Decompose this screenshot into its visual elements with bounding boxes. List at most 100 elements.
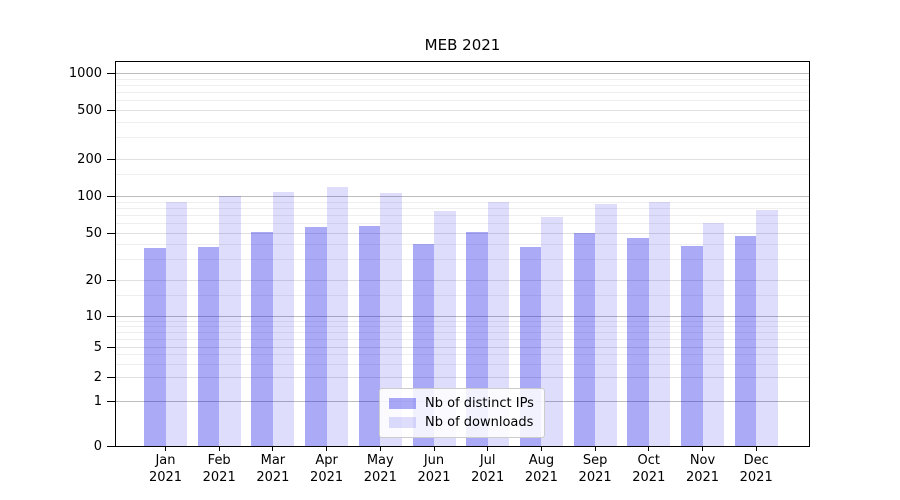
x-axis-tick-label-apr: Apr 2021	[292, 453, 362, 486]
bar-distinct-ips-sep	[573, 233, 596, 447]
x-axis-tick-mark-jul	[487, 446, 489, 451]
gridline-300	[115, 137, 810, 139]
x-label-year: 2021	[578, 469, 612, 485]
x-label-year: 2021	[256, 469, 290, 485]
y-axis-tick-label-0: 0	[93, 438, 102, 454]
y-axis-tick-mark-20	[107, 279, 115, 281]
y-axis-tick-mark-50	[107, 232, 115, 234]
gridline-60	[115, 223, 810, 225]
y-axis-tick-label-200: 200	[77, 151, 102, 167]
x-axis-tick-label-may: May 2021	[345, 453, 415, 486]
bar-distinct-ips-nov	[681, 245, 703, 447]
x-axis-tick-label-oct: Oct 2021	[614, 453, 684, 486]
x-label-year: 2021	[148, 469, 183, 485]
x-label-year: 2021	[739, 469, 773, 485]
x-axis-tick-mark-aug	[540, 446, 542, 451]
y-axis-tick-mark-5	[107, 346, 115, 348]
x-label-month: Apr	[315, 453, 338, 468]
bar-downloads-jun	[434, 211, 456, 447]
chart-title: MEB 2021	[424, 36, 501, 54]
bar-downloads-feb	[219, 196, 241, 447]
y-axis-tick-label-5: 5	[93, 339, 102, 355]
x-label-year: 2021	[363, 469, 397, 485]
x-label-month: Dec	[743, 453, 769, 468]
bar-distinct-ips-feb	[197, 247, 220, 447]
x-label-year: 2021	[632, 469, 666, 485]
gridline-400	[115, 121, 810, 123]
x-axis-tick-label-sep: Sep 2021	[560, 453, 630, 486]
y-axis-tick-mark-0	[107, 445, 115, 447]
gridline-900	[115, 78, 810, 80]
x-label-year: 2021	[417, 469, 451, 485]
legend-swatch-distinct-ips	[389, 398, 416, 409]
y-axis-tick-mark-2	[107, 376, 115, 378]
gridline-40	[115, 244, 810, 246]
bar-distinct-ips-dec	[734, 236, 757, 447]
gridline-10	[115, 316, 810, 317]
gridline-150	[115, 174, 810, 176]
gridline-15	[115, 294, 810, 296]
y-axis-tick-label-50: 50	[85, 225, 102, 241]
legend-swatch-downloads	[389, 417, 416, 428]
gridline-3	[115, 363, 810, 365]
bar-downloads-oct	[648, 202, 671, 447]
y-axis-tick-label-1000: 1000	[68, 65, 102, 81]
x-axis-tick-mark-mar	[272, 446, 274, 451]
bar-downloads-dec	[756, 209, 778, 447]
x-label-month: Feb	[207, 453, 231, 468]
bar-downloads-mar	[272, 191, 295, 447]
x-axis-tick-mark-oct	[648, 446, 650, 451]
gridline-6	[115, 338, 810, 340]
bar-distinct-ips-oct	[627, 238, 649, 447]
y-axis-tick-label-20: 20	[85, 272, 102, 288]
x-label-year: 2021	[524, 469, 558, 485]
x-label-month: Nov	[689, 453, 716, 468]
legend-label-downloads: Nb of downloads	[425, 415, 534, 430]
gridline-100	[115, 196, 810, 197]
gridline-70	[115, 215, 810, 217]
gridline-50	[115, 233, 810, 234]
y-axis-tick-mark-10	[107, 315, 115, 317]
x-axis-tick-mark-jan	[165, 446, 166, 451]
x-axis-tick-mark-may	[379, 446, 381, 451]
x-label-month: Jul	[479, 453, 496, 468]
gridline-80	[115, 207, 810, 209]
y-axis-tick-mark-500	[107, 109, 115, 111]
gridline-1000	[115, 73, 810, 74]
gridline-200	[115, 159, 810, 160]
x-label-year: 2021	[310, 469, 344, 485]
gridline-7	[115, 331, 810, 333]
x-label-month: May	[366, 453, 394, 468]
y-axis-tick-mark-100	[107, 195, 115, 197]
x-label-month: Sep	[582, 453, 608, 468]
x-axis-tick-mark-nov	[702, 446, 703, 451]
x-label-year: 2021	[685, 469, 720, 485]
legend-item-downloads: Nb of downloads	[389, 415, 535, 430]
bar-distinct-ips-apr	[305, 226, 327, 447]
x-axis-tick-label-nov: Nov 2021	[668, 453, 738, 486]
x-axis-tick-label-jul: Jul 2021	[453, 453, 523, 486]
gridline-8	[115, 325, 810, 327]
legend-label-distinct-ips: Nb of distinct IPs	[425, 396, 534, 411]
y-axis-tick-label-10: 10	[85, 308, 102, 324]
y-axis-tick-mark-200	[107, 158, 115, 160]
gridline-9	[115, 320, 810, 322]
gridline-30	[115, 259, 810, 261]
x-axis-tick-label-mar: Mar 2021	[238, 453, 308, 486]
x-axis-tick-label-aug: Aug 2021	[506, 453, 576, 486]
bar-distinct-ips-mar	[251, 231, 273, 447]
grid-layer	[115, 61, 810, 447]
x-label-month: Jan	[155, 453, 176, 468]
x-axis-tick-mark-sep	[594, 446, 596, 451]
bar-distinct-ips-may	[358, 226, 381, 447]
bar-downloads-may	[380, 192, 402, 447]
x-axis-tick-mark-apr	[326, 446, 328, 451]
gridline-500	[115, 110, 810, 111]
y-axis-tick-label-100: 100	[77, 188, 102, 204]
legend-item-distinct-ips: Nb of distinct IPs	[389, 396, 535, 411]
x-axis-tick-mark-jun	[433, 446, 435, 451]
y-axis-tick-label-2: 2	[93, 369, 102, 385]
gridline-5	[115, 347, 810, 348]
x-label-year: 2021	[471, 469, 505, 485]
x-axis-tick-mark-feb	[218, 446, 220, 451]
